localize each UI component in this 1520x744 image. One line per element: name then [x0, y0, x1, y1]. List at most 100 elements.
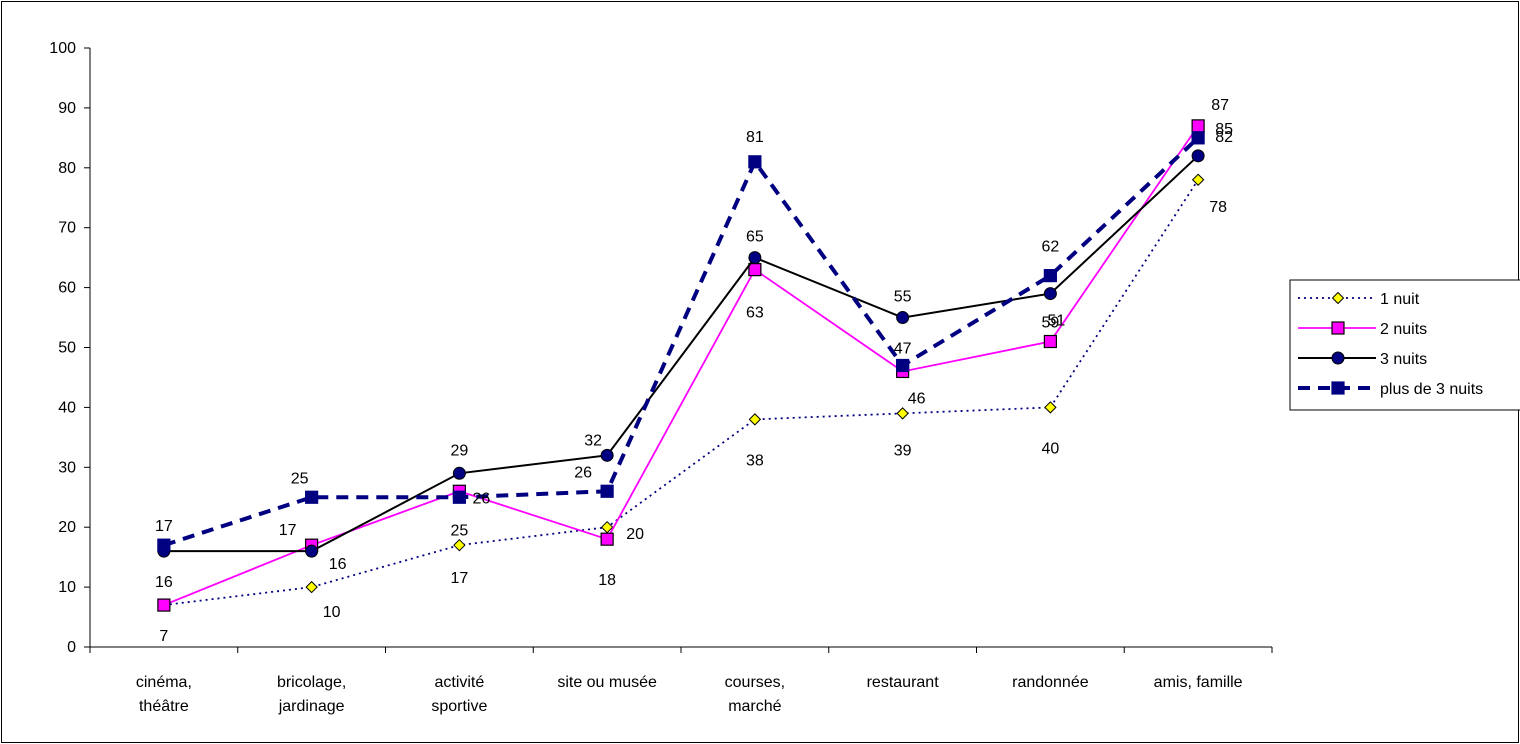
y-tick-label: 0 [67, 639, 76, 656]
x-tick-label: amis, famille [1154, 674, 1243, 691]
series-2-nuits [157, 119, 1205, 612]
data-label: 82 [1215, 129, 1233, 146]
y-tick-label: 10 [58, 579, 76, 596]
data-point-circle [896, 311, 910, 325]
data-point-square [1043, 269, 1057, 283]
data-point-diamond [453, 538, 466, 552]
data-label: 46 [908, 390, 926, 407]
data-label: 47 [894, 340, 912, 357]
data-point-circle [1331, 351, 1345, 365]
data-label: 59 [1041, 315, 1059, 332]
data-label: 16 [329, 556, 347, 573]
y-tick-label: 70 [58, 220, 76, 237]
data-label: 26 [574, 464, 592, 481]
series-lines [157, 119, 1205, 612]
legend-item: 3 nuits [1298, 351, 1427, 368]
data-label: 16 [155, 574, 173, 591]
x-tick-label: activité [434, 674, 484, 691]
data-label: 20 [626, 526, 644, 543]
data-point-square [305, 490, 319, 504]
x-tick-label: théâtre [139, 698, 189, 715]
data-point-square [1191, 119, 1205, 133]
data-point-circle [1191, 149, 1205, 163]
data-label: 17 [279, 522, 297, 539]
legend-item: 1 nuit [1298, 291, 1420, 308]
data-point-diamond [1044, 401, 1057, 414]
data-point-square [896, 358, 910, 373]
data-labels: 7 10 17 20 38 39 40 78 17 26 18 63 46 51 87 16 16 29 32 65 5… [155, 97, 1233, 645]
series-line [163, 136, 1200, 548]
data-point-circle [452, 466, 466, 480]
data-label: 85 [1215, 121, 1233, 138]
data-label: 51 [1047, 313, 1065, 330]
data-point-square [1331, 321, 1345, 335]
data-label: 81 [746, 129, 764, 146]
data-label: 18 [598, 572, 616, 589]
data-point-square [1043, 334, 1057, 349]
legend-label: plus de 3 nuits [1380, 381, 1483, 398]
series-line [163, 179, 1199, 606]
data-point-diamond [1191, 173, 1205, 186]
data-point-square [1191, 131, 1205, 145]
data-point-square [600, 532, 614, 546]
data-label: 17 [155, 518, 173, 535]
data-label: 10 [323, 604, 341, 621]
data-label: 87 [1211, 97, 1229, 114]
x-tick-label: sportive [431, 698, 487, 715]
data-label: 7 [159, 628, 168, 645]
y-tick-label: 60 [58, 280, 76, 297]
data-point-square [748, 263, 762, 277]
y-tick-label: 40 [58, 399, 76, 416]
x-tick-label: restaurant [867, 674, 940, 691]
data-label: 38 [746, 452, 764, 469]
data-point-square [748, 155, 762, 169]
x-tick-label: randonnée [1012, 674, 1089, 691]
data-point-square [1331, 381, 1345, 395]
data-label: 25 [450, 522, 468, 539]
x-tick-label: marché [728, 698, 781, 715]
data-label: 65 [746, 229, 764, 246]
y-tick-label: 50 [58, 340, 76, 357]
y-tick-label: 100 [49, 40, 76, 57]
data-label: 62 [1041, 239, 1059, 256]
y-tick-label: 80 [58, 160, 76, 177]
data-point-square [600, 484, 614, 498]
data-point-circle [305, 544, 319, 558]
data-point-diamond [896, 407, 909, 420]
series-line [163, 155, 1199, 553]
data-point-circle [600, 448, 614, 462]
x-tick-label: jardinage [278, 698, 345, 715]
legend-label: 1 nuit [1380, 291, 1420, 308]
data-label: 78 [1209, 199, 1227, 216]
y-tick-label: 20 [58, 519, 76, 536]
data-point-circle [748, 251, 762, 265]
axes: 0 10 20 30 40 50 60 70 80 90 100 cinéma, théâtre bric… [49, 40, 1273, 715]
data-label: 63 [746, 305, 764, 322]
data-label: 39 [894, 442, 912, 459]
y-tick-label: 90 [58, 100, 76, 117]
legend-item: 2 nuits [1298, 321, 1427, 338]
data-point-square [157, 598, 171, 612]
data-label: 40 [1041, 440, 1059, 457]
legend-label: 3 nuits [1380, 351, 1427, 368]
data-point-diamond [305, 580, 318, 594]
x-tick-label: courses, [725, 674, 785, 691]
data-label: 32 [584, 432, 602, 449]
y-tick-label: 30 [58, 459, 76, 476]
x-tick-label: cinéma, [136, 674, 192, 691]
x-tick-label: bricolage, [277, 674, 346, 691]
data-point-circle [1043, 287, 1057, 301]
series-line [163, 125, 1199, 606]
legend-item: plus de 3 nuits [1298, 381, 1483, 398]
data-point-square [157, 538, 171, 552]
data-point-diamond [748, 413, 762, 426]
x-tick-label: site ou musée [557, 674, 657, 691]
legend: 1 nuit 2 nuits 3 nuits plus de 3 nuits [1289, 279, 1520, 411]
legend-label: 2 nuits [1380, 321, 1427, 338]
data-label: 17 [450, 570, 468, 587]
data-label: 26 [472, 490, 490, 507]
data-label: 29 [450, 442, 468, 459]
data-label: 55 [894, 289, 912, 306]
